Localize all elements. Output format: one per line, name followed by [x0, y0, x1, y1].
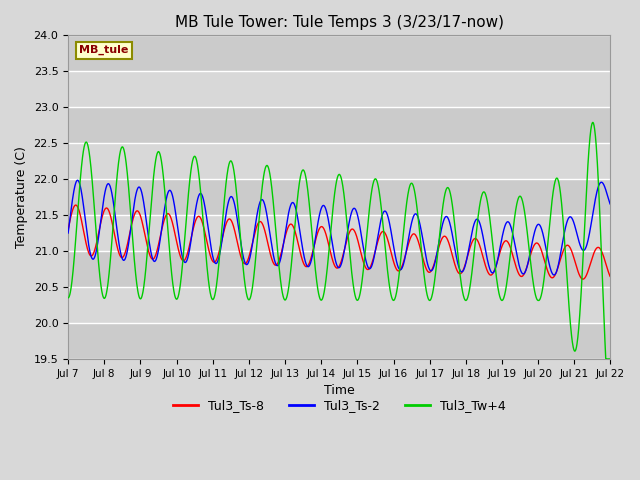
Bar: [68, 287, 611, 323]
Text: MB_tule: MB_tule: [79, 45, 129, 55]
Bar: [68, 36, 611, 72]
Bar: [68, 323, 611, 359]
Bar: [68, 215, 611, 251]
Title: MB Tule Tower: Tule Temps 3 (3/23/17-now): MB Tule Tower: Tule Temps 3 (3/23/17-now…: [175, 15, 504, 30]
Bar: [68, 251, 611, 287]
Y-axis label: Temperature (C): Temperature (C): [15, 146, 28, 248]
Bar: [68, 107, 611, 143]
X-axis label: Time: Time: [324, 384, 355, 397]
Bar: [68, 143, 611, 179]
Bar: [68, 72, 611, 107]
Bar: [68, 179, 611, 215]
Legend: Tul3_Ts-8, Tul3_Ts-2, Tul3_Tw+4: Tul3_Ts-8, Tul3_Ts-2, Tul3_Tw+4: [168, 395, 511, 418]
